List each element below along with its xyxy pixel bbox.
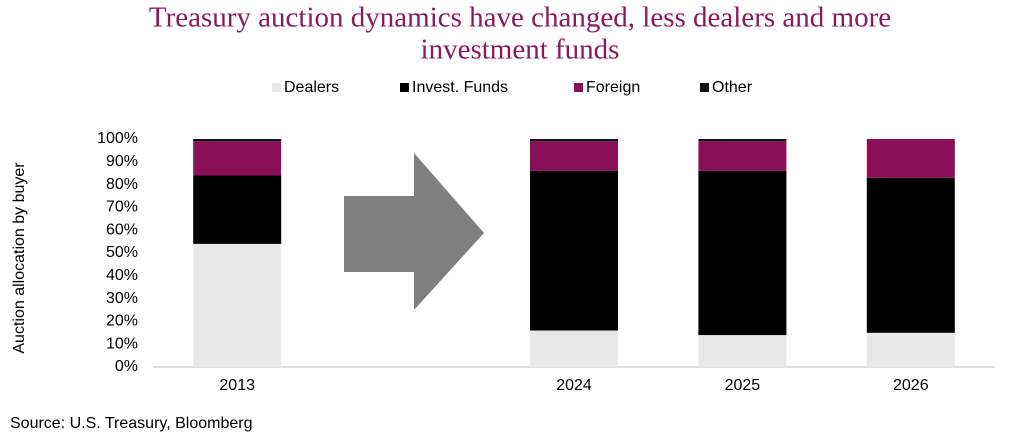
y-tick-label: 70% (106, 199, 138, 216)
chart-title: Treasury auction dynamics have changed, … (149, 2, 891, 34)
bar-segment (698, 335, 787, 367)
y-tick-label: 50% (106, 244, 138, 261)
legend-label: Invest. Funds (412, 79, 508, 96)
bar-segment (698, 141, 787, 171)
bar-segment (193, 141, 282, 176)
x-tick-label: 2013 (219, 377, 255, 394)
x-tick-label: 2025 (725, 377, 761, 394)
bar-segment (530, 330, 618, 367)
bar-segment (193, 139, 282, 142)
y-tick-label: 40% (106, 267, 138, 284)
bar-segment (866, 177, 955, 333)
arrow (344, 153, 484, 310)
bar-segment (698, 170, 787, 336)
legend-label: Other (712, 79, 753, 96)
bar-segment (530, 139, 618, 142)
x-tick-label: 2024 (556, 377, 592, 394)
bar-segment (530, 141, 618, 171)
y-tick-label: 90% (106, 153, 138, 170)
bar-segment (866, 332, 955, 367)
legend-label: Dealers (284, 79, 339, 96)
y-tick-label: 10% (106, 335, 138, 352)
y-tick-label: 0% (115, 358, 138, 375)
bar-segment (698, 139, 787, 142)
legend-swatch (400, 83, 409, 92)
bar-segment (866, 139, 955, 178)
y-tick-label: 30% (106, 290, 138, 307)
y-axis-label: Auction allocation by buyer (11, 162, 28, 354)
source: Source: U.S. Treasury, Bloomberg (10, 415, 252, 432)
y-tick-label: 100% (97, 130, 138, 147)
bar-segment (530, 170, 618, 331)
legend-swatch (700, 83, 709, 92)
x-tick-label: 2026 (893, 377, 929, 394)
bar-segment (193, 175, 282, 244)
bar-segment (193, 243, 282, 367)
legend-swatch (574, 83, 583, 92)
legend-swatch (272, 83, 281, 92)
y-tick-label: 80% (106, 176, 138, 193)
y-tick-label: 20% (106, 313, 138, 330)
legend-label: Foreign (586, 79, 640, 96)
y-tick-label: 60% (106, 221, 138, 238)
chart-title: investment funds (421, 34, 620, 66)
